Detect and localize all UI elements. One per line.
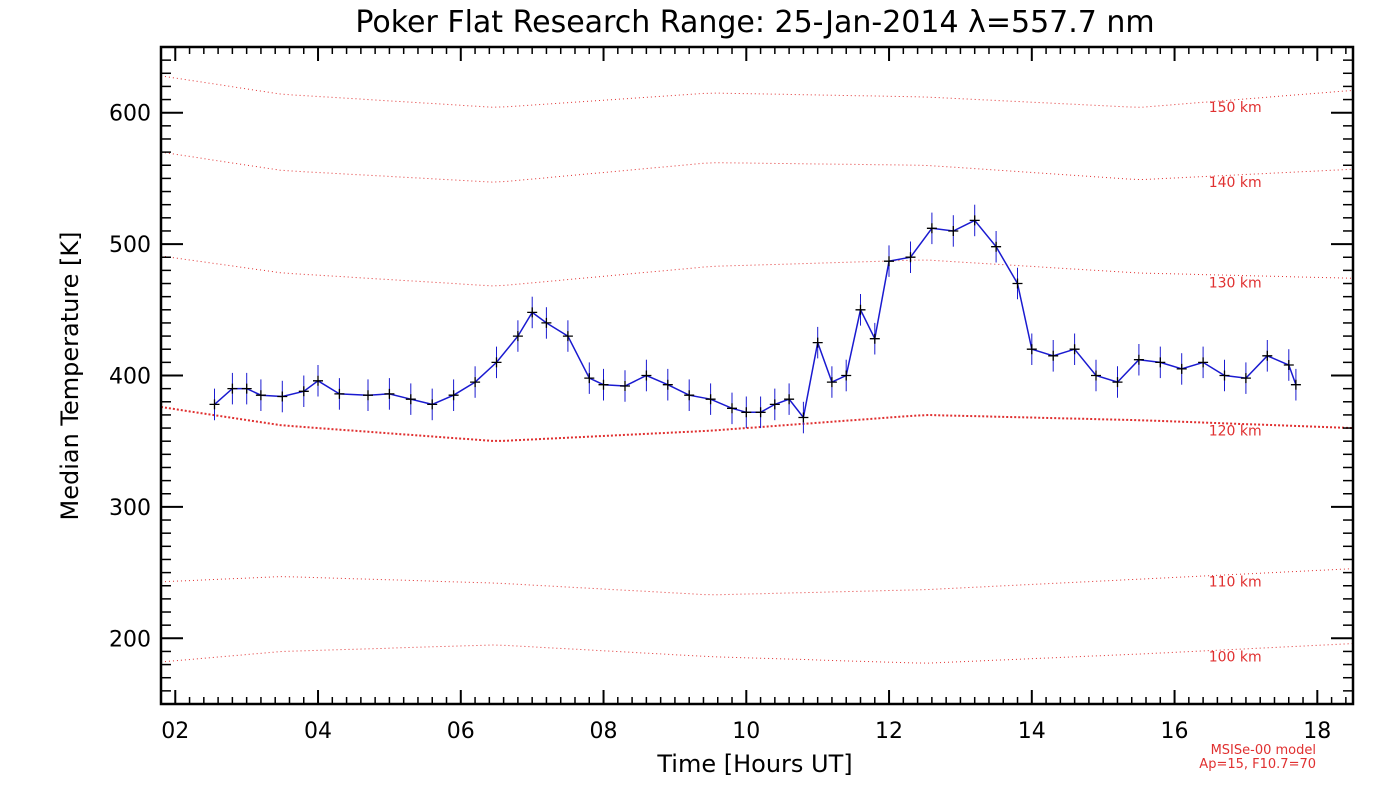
y-axis-label: Median Temperature [K]: [56, 231, 84, 520]
data-point: [798, 412, 809, 423]
data-point: [948, 226, 959, 236]
model-note-line-2: Ap=15, F10.7=70: [1199, 757, 1316, 772]
model-curve-label-150-km: 150 km: [1209, 100, 1262, 116]
data-point: [1219, 370, 1230, 381]
model-curve-label-110-km: 110 km: [1209, 574, 1262, 590]
data-point: [841, 370, 852, 381]
data-point: [541, 317, 552, 328]
series-0-error-bars: [214, 204, 1297, 434]
data-point: [298, 386, 309, 397]
model-note-line-1: MSISe-00 model: [1211, 743, 1316, 758]
data-point: [209, 399, 220, 410]
data-series: [209, 204, 1301, 434]
data-point: [1091, 370, 1101, 381]
model-curve-label-140-km: 140 km: [1209, 175, 1262, 191]
data-point: [784, 394, 795, 405]
series-0-markers: [209, 215, 1301, 423]
plot-frame: [159, 45, 1355, 706]
data-point: [884, 256, 894, 267]
series-0-line: [214, 219, 1297, 420]
x-tick-label: 04: [304, 719, 332, 744]
data-point: [991, 241, 1002, 252]
model-curve-label-100-km: 100 km: [1209, 649, 1262, 665]
x-tick-label: 08: [590, 719, 618, 744]
data-point: [869, 333, 880, 344]
data-point: [363, 390, 373, 401]
data-point: [1012, 278, 1023, 289]
model-curve-140-km: [160, 151, 1354, 183]
x-tick-label: 18: [1303, 719, 1331, 744]
data-point: [584, 373, 595, 384]
data-point: [1069, 344, 1080, 355]
model-curve-110-km: [160, 568, 1354, 596]
model-curve-130-km: [160, 255, 1354, 287]
data-point: [741, 407, 752, 418]
data-point: [227, 383, 238, 394]
data-point: [1240, 373, 1251, 384]
x-tick-label: 02: [161, 719, 189, 744]
data-point: [769, 399, 780, 410]
x-axis-label: Time [Hours UT]: [656, 750, 852, 778]
data-point: [855, 304, 866, 315]
x-tick-label: 14: [1018, 719, 1046, 744]
data-point: [1198, 357, 1209, 368]
data-point: [512, 331, 523, 342]
model-curve-120-km: [160, 406, 1354, 442]
data-point: [705, 394, 716, 405]
data-point: [1112, 377, 1123, 388]
y-tick-label: 300: [109, 496, 151, 521]
y-tick-label: 400: [109, 365, 151, 390]
model-curve-label-130-km: 130 km: [1209, 275, 1262, 291]
data-point: [926, 223, 937, 234]
x-tick-label: 12: [875, 719, 903, 744]
data-point: [277, 391, 288, 402]
data-point: [1262, 350, 1273, 361]
data-point: [812, 337, 823, 348]
data-point: [1048, 350, 1059, 361]
data-point: [334, 388, 345, 399]
axis-ticks: 02 04 06 08 10 12 14 16 18 200 300 400 500 600: [109, 46, 1353, 744]
data-point: [755, 407, 766, 418]
data-point: [905, 252, 916, 263]
x-tick-label: 06: [447, 719, 475, 744]
data-point: [427, 399, 438, 410]
data-point: [448, 390, 459, 401]
y-tick-label: 600: [109, 102, 151, 127]
data-point: [969, 215, 980, 226]
chart-title: Poker Flat Research Range: 25-Jan-2014 λ…: [355, 5, 1154, 40]
data-point: [527, 307, 538, 318]
y-tick-label: 200: [109, 627, 151, 652]
model-curve-100-km: [160, 643, 1354, 664]
data-point: [641, 370, 652, 381]
data-point: [241, 383, 252, 394]
data-point: [405, 394, 416, 405]
data-point: [313, 375, 323, 386]
data-point: [1026, 344, 1037, 355]
x-tick-label: 10: [732, 719, 760, 744]
data-point: [727, 403, 737, 414]
data-point: [384, 388, 395, 399]
data-point: [1155, 357, 1166, 368]
data-point: [620, 381, 630, 391]
model-curves: 150 km 140 km 130 km 120 km 110 km 100 km: [160, 75, 1354, 665]
data-point: [662, 379, 673, 390]
model-curve-label-120-km: 120 km: [1209, 424, 1262, 440]
data-point: [470, 377, 481, 388]
y-tick-label: 500: [109, 233, 151, 258]
model-curve-150-km: [160, 75, 1354, 108]
x-tick-label: 16: [1161, 719, 1189, 744]
data-point: [598, 379, 609, 390]
data-point: [1290, 379, 1301, 390]
data-point: [826, 377, 837, 388]
data-point: [562, 331, 573, 342]
data-point: [491, 357, 502, 368]
data-point: [255, 390, 266, 401]
data-point: [684, 390, 695, 401]
data-point: [1133, 354, 1144, 365]
data-point: [1283, 360, 1294, 370]
data-point: [1176, 363, 1187, 374]
